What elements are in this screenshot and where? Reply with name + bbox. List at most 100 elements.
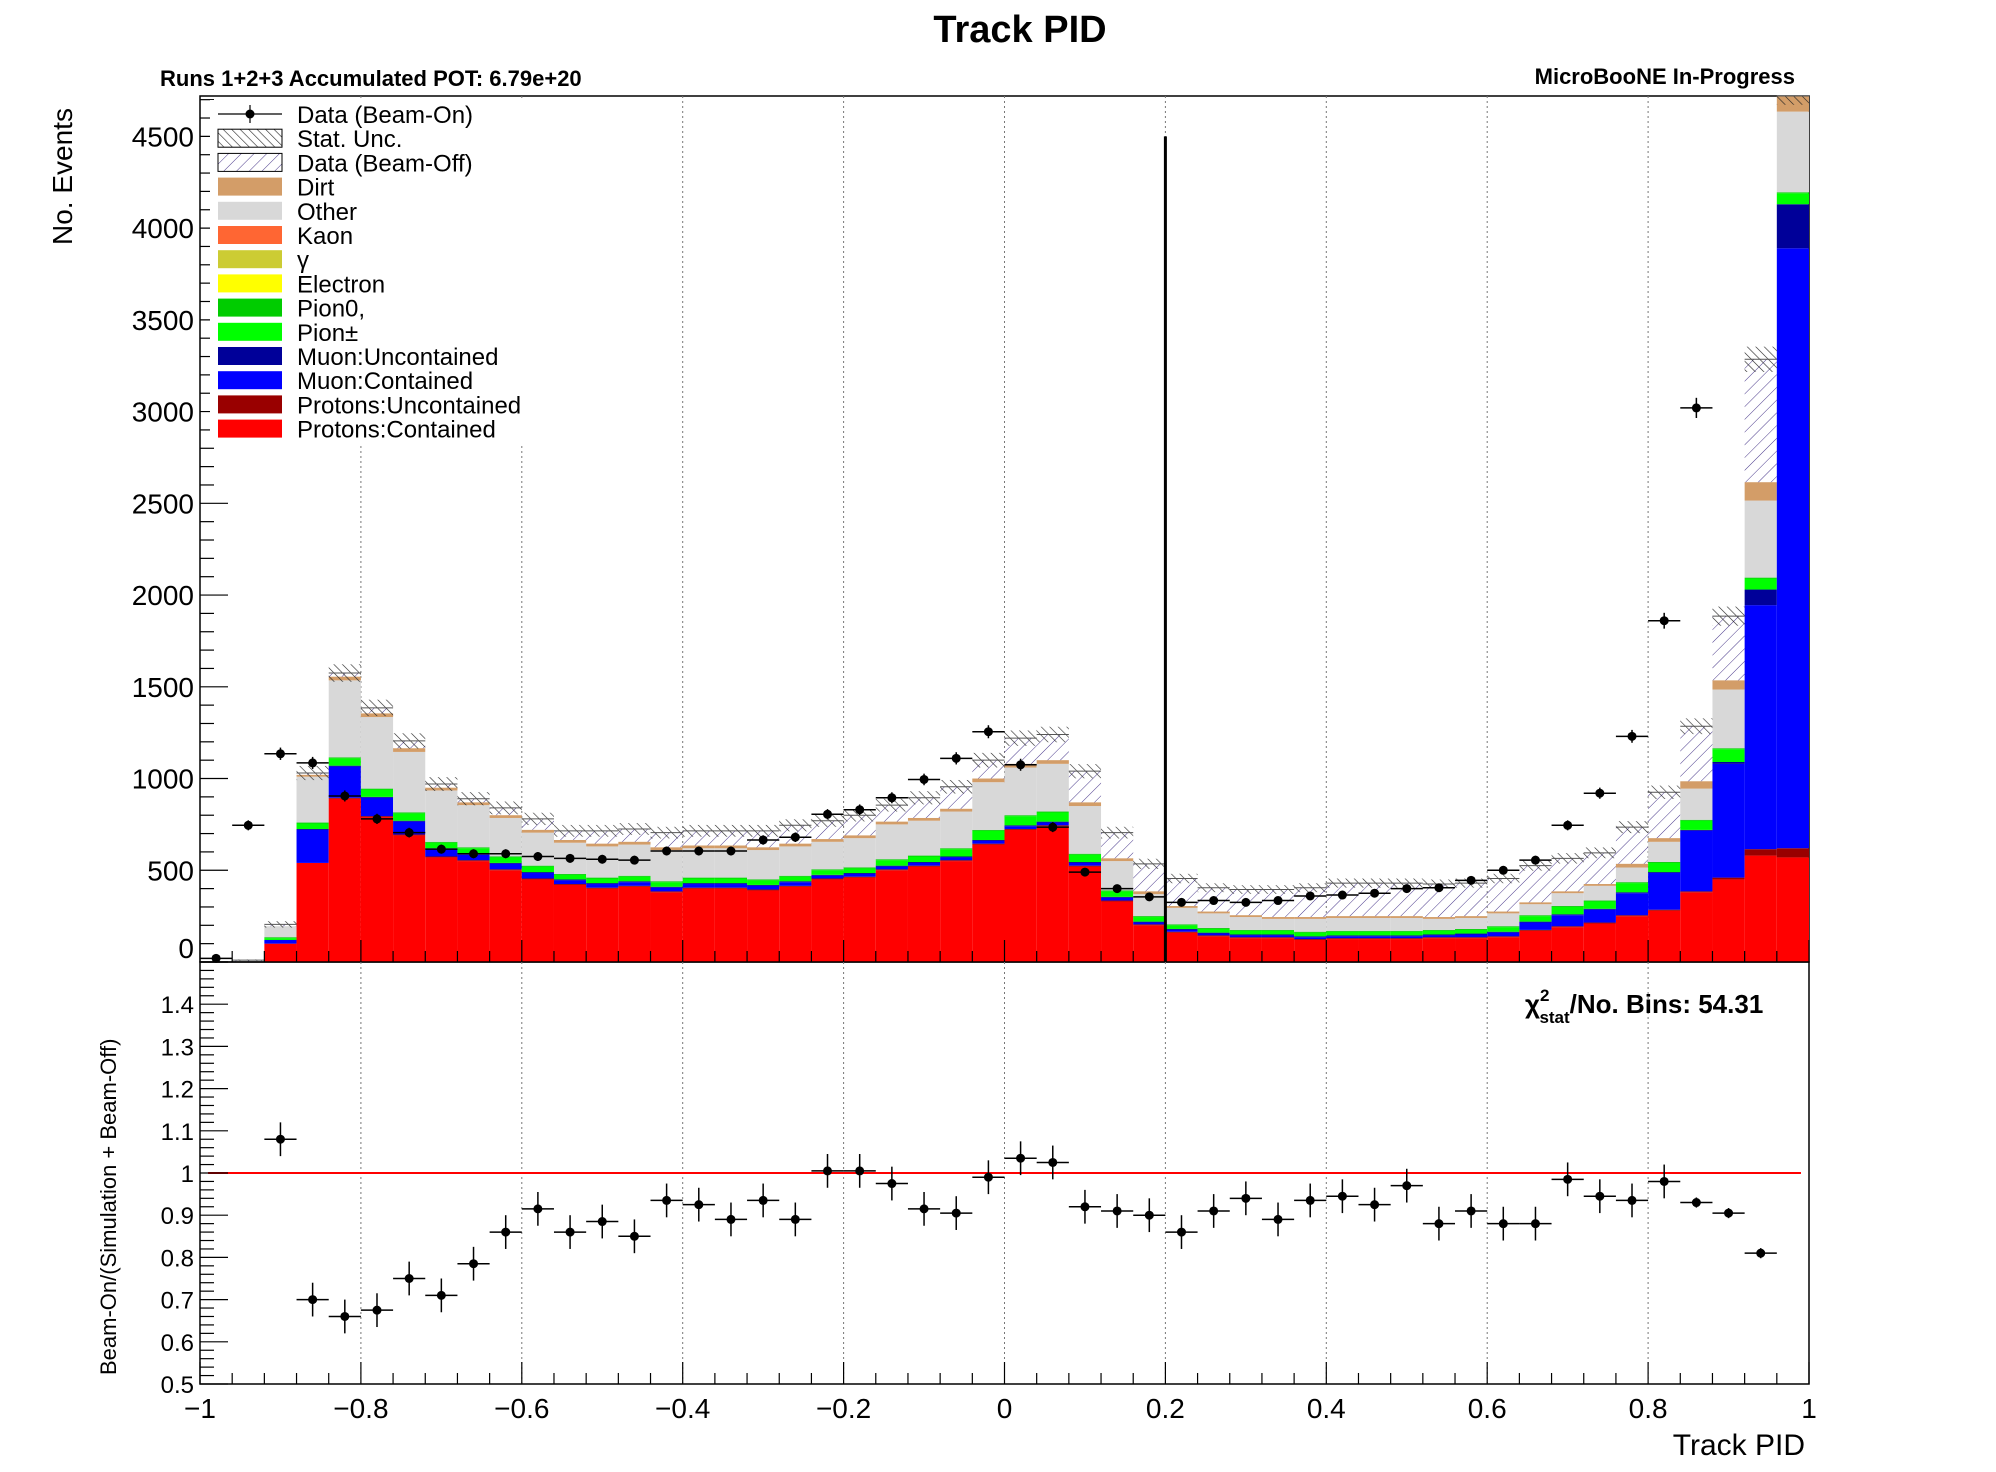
bar-pion0- — [1165, 924, 1198, 926]
bar-protons-contained — [1197, 936, 1230, 962]
legend-label: Data (Beam-On) — [297, 102, 473, 129]
bar-protons-contained — [1487, 937, 1520, 962]
bar-other — [1261, 918, 1295, 930]
bar-dirt — [940, 808, 973, 812]
bar-protons-contained — [296, 862, 329, 962]
bar-pion- — [618, 876, 651, 882]
bar-pion0- — [1229, 929, 1262, 931]
chart-title: Track PID — [933, 9, 1106, 51]
bar-pion0- — [811, 869, 844, 871]
bar-protons-contained — [714, 888, 748, 962]
y-tick-label: 4000 — [132, 213, 194, 244]
bar-other — [875, 824, 908, 860]
bar-protons-contained — [940, 861, 973, 962]
ratio-point — [1691, 1198, 1701, 1208]
bar-protons-contained — [425, 857, 458, 962]
ratio-point — [275, 1134, 285, 1144]
bar-other — [1712, 689, 1745, 749]
data-point — [1530, 855, 1540, 865]
data-point — [887, 793, 897, 803]
bar-dirt — [1390, 916, 1423, 918]
ratio-point — [1112, 1206, 1122, 1216]
x-tick-label: −0.2 — [816, 1393, 871, 1424]
bar-pion- — [393, 813, 426, 821]
bar-pion0- — [1197, 928, 1230, 929]
bar-muon-contained — [1390, 936, 1423, 939]
bar-protons-contained — [907, 866, 941, 962]
x-tick-label: 0.6 — [1468, 1393, 1507, 1424]
bar-muon-contained — [618, 882, 651, 886]
data-point — [790, 832, 800, 842]
bar-pion- — [1712, 749, 1745, 763]
bar-muon-uncontained — [1133, 921, 1166, 923]
bar-pion0- — [747, 879, 780, 881]
bar-other — [1648, 841, 1681, 863]
bar-protons-contained — [1294, 939, 1327, 962]
bar-pion- — [1358, 931, 1391, 936]
legend-label: Muon:Uncontained — [297, 344, 498, 371]
bar-protons-contained — [1615, 916, 1649, 962]
bar-protons-contained — [1744, 855, 1777, 962]
bar-protons-contained — [1165, 932, 1198, 962]
bar-pion0- — [1422, 929, 1456, 931]
bar-data-beam-off- — [1680, 726, 1713, 782]
data-point — [855, 805, 865, 815]
bar-pion- — [1229, 930, 1262, 935]
bar-muon-contained — [264, 939, 297, 944]
bar-dirt — [1068, 802, 1102, 807]
bar-protons-uncontained — [457, 860, 490, 862]
bar-muon-uncontained — [328, 765, 361, 767]
ratio-point — [887, 1179, 897, 1189]
ratio-point — [1402, 1181, 1412, 1191]
bar-muon-contained — [875, 866, 908, 870]
bar-muon-contained — [296, 829, 329, 863]
bar-pion- — [1165, 925, 1198, 929]
ratio-point — [308, 1295, 318, 1305]
legend-label: Stat. Unc. — [297, 126, 402, 153]
bar-other — [1004, 767, 1037, 816]
y-tick-label: 3000 — [132, 397, 194, 428]
x-tick-label: 0 — [997, 1393, 1013, 1424]
data-point — [1691, 403, 1701, 413]
bar-protons-uncontained — [682, 887, 715, 889]
ratio-point — [1498, 1219, 1508, 1229]
bar-other — [1615, 867, 1649, 883]
bar-muon-uncontained — [747, 884, 780, 886]
bar-protons-contained — [264, 943, 297, 962]
bar-other — [1197, 913, 1230, 929]
legend-label: Pion0, — [297, 296, 365, 323]
bar-protons-uncontained — [714, 887, 748, 889]
bar-muon-uncontained — [1455, 933, 1488, 935]
bar-dirt — [779, 843, 812, 847]
x-tick-label: 1 — [1801, 1393, 1817, 1424]
ratio-data-points — [264, 1122, 1777, 1334]
legend-label: Data (Beam-Off) — [297, 150, 473, 177]
data-point — [662, 846, 672, 856]
bar-protons-uncontained — [1744, 849, 1777, 856]
bar-pion0- — [360, 788, 394, 790]
bar-muon-contained — [1197, 933, 1230, 936]
top-y-axis: 0 500 1000 1500 2000 2500 3000 3500 4000 4500 — [132, 99, 228, 964]
ratio-point — [1209, 1206, 1219, 1216]
bar-dirt — [1615, 863, 1649, 868]
bar-protons-uncontained — [1101, 900, 1134, 902]
bar-protons-contained — [972, 844, 1005, 962]
data-point — [1144, 892, 1154, 902]
data-point — [533, 852, 543, 862]
bar-muon-contained — [1487, 932, 1520, 937]
data-point — [501, 849, 511, 859]
bar-protons-contained — [360, 817, 394, 962]
y-tick-label: 500 — [147, 855, 194, 886]
bar-pion0- — [1519, 915, 1552, 917]
ratio-point — [919, 1204, 929, 1214]
legend: Data (Beam-On)Stat. Unc.Data (Beam-Off)D… — [210, 100, 558, 445]
bar-protons-uncontained — [1487, 936, 1520, 938]
ratio-point — [726, 1214, 736, 1224]
bar-muon-contained — [1712, 763, 1745, 878]
bar-protons-uncontained — [1615, 915, 1649, 917]
bar-muon-uncontained — [779, 881, 812, 883]
bar-muon-uncontained — [1744, 589, 1777, 606]
data-point — [211, 953, 221, 963]
bar-other — [1326, 917, 1359, 931]
data-point — [243, 820, 253, 830]
